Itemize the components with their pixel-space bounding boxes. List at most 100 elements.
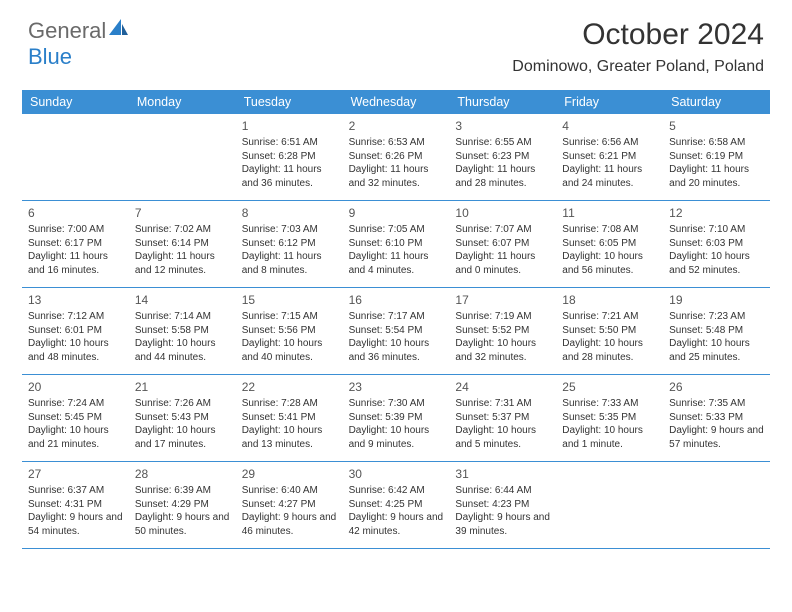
calendar-cell: [129, 114, 236, 200]
sunset-line: Sunset: 6:07 PM: [455, 237, 550, 251]
daylight-line: Daylight: 11 hours and 0 minutes.: [455, 250, 550, 277]
sunset-line: Sunset: 5:45 PM: [28, 411, 123, 425]
day-header-sun: Sunday: [22, 90, 129, 114]
calendar-cell: 16Sunrise: 7:17 AMSunset: 5:54 PMDayligh…: [343, 288, 450, 374]
week-row: 1Sunrise: 6:51 AMSunset: 6:28 PMDaylight…: [22, 114, 770, 201]
day-header-wed: Wednesday: [343, 90, 450, 114]
sunrise-line: Sunrise: 6:58 AM: [669, 136, 764, 150]
daylight-line: Daylight: 10 hours and 48 minutes.: [28, 337, 123, 364]
day-header-thu: Thursday: [449, 90, 556, 114]
day-number: 23: [349, 379, 444, 395]
sunrise-line: Sunrise: 6:40 AM: [242, 484, 337, 498]
calendar-cell: 12Sunrise: 7:10 AMSunset: 6:03 PMDayligh…: [663, 201, 770, 287]
calendar-cell: 23Sunrise: 7:30 AMSunset: 5:39 PMDayligh…: [343, 375, 450, 461]
day-header-mon: Monday: [129, 90, 236, 114]
calendar-cell: 25Sunrise: 7:33 AMSunset: 5:35 PMDayligh…: [556, 375, 663, 461]
day-header-sat: Saturday: [663, 90, 770, 114]
calendar: Sunday Monday Tuesday Wednesday Thursday…: [22, 90, 770, 549]
calendar-cell: 28Sunrise: 6:39 AMSunset: 4:29 PMDayligh…: [129, 462, 236, 548]
daylight-line: Daylight: 10 hours and 28 minutes.: [562, 337, 657, 364]
brand-logo: General: [28, 18, 130, 44]
sunset-line: Sunset: 5:35 PM: [562, 411, 657, 425]
day-number: 2: [349, 118, 444, 134]
day-number: 10: [455, 205, 550, 221]
sunset-line: Sunset: 6:14 PM: [135, 237, 230, 251]
brand-text-blue: Blue: [28, 44, 72, 70]
daylight-line: Daylight: 10 hours and 13 minutes.: [242, 424, 337, 451]
daylight-line: Daylight: 11 hours and 4 minutes.: [349, 250, 444, 277]
day-number: 26: [669, 379, 764, 395]
sunset-line: Sunset: 6:26 PM: [349, 150, 444, 164]
calendar-cell: 4Sunrise: 6:56 AMSunset: 6:21 PMDaylight…: [556, 114, 663, 200]
sunset-line: Sunset: 6:23 PM: [455, 150, 550, 164]
day-header-fri: Friday: [556, 90, 663, 114]
day-number: 25: [562, 379, 657, 395]
daylight-line: Daylight: 10 hours and 32 minutes.: [455, 337, 550, 364]
sunset-line: Sunset: 5:52 PM: [455, 324, 550, 338]
sunrise-line: Sunrise: 7:19 AM: [455, 310, 550, 324]
sunset-line: Sunset: 6:28 PM: [242, 150, 337, 164]
calendar-cell: 19Sunrise: 7:23 AMSunset: 5:48 PMDayligh…: [663, 288, 770, 374]
title-block: October 2024 Dominowo, Greater Poland, P…: [512, 18, 764, 76]
sunrise-line: Sunrise: 7:31 AM: [455, 397, 550, 411]
day-number: 29: [242, 466, 337, 482]
week-row: 20 Sunrise: 7:24 AMSunset: 5:45 PM Dayligh…: [22, 375, 770, 462]
sunrise-line: Sunrise: 7:07 AM: [455, 223, 550, 237]
sunrise-line: Sunrise: 7:21 AM: [562, 310, 657, 324]
sunrise-line: Sunrise: 7:12 AM: [28, 310, 123, 324]
calendar-cell: 21Sunrise: 7:26 AMSunset: 5:43 PMDayligh…: [129, 375, 236, 461]
sunset-line: Sunset: 5:39 PM: [349, 411, 444, 425]
sunset-line: Sunset: 6:19 PM: [669, 150, 764, 164]
day-number: 4: [562, 118, 657, 134]
sunrise-line: Sunrise: 7:02 AM: [135, 223, 230, 237]
daylight-line: Daylight: 11 hours and 36 minutes.: [242, 163, 337, 190]
sunrise-line: Sunrise: 7:05 AM: [349, 223, 444, 237]
sunrise-line: Sunrise: 7:03 AM: [242, 223, 337, 237]
daylight-line: Daylight: 11 hours and 32 minutes.: [349, 163, 444, 190]
day-number: 8: [242, 205, 337, 221]
week-row: 27Sunrise: 6:37 AMSunset: 4:31 PMDayligh…: [22, 462, 770, 549]
daylight-line: Daylight: 9 hours and 57 minutes.: [669, 424, 764, 451]
sunset-line: Sunset: 4:23 PM: [455, 498, 550, 512]
sunset-line: Sunset: 5:33 PM: [669, 411, 764, 425]
day-number: 5: [669, 118, 764, 134]
sunset-line: Sunset: 6:10 PM: [349, 237, 444, 251]
sunset-line: Sunset: 6:12 PM: [242, 237, 337, 251]
daylight-line: Daylight: 10 hours and 44 minutes.: [135, 337, 230, 364]
calendar-cell: 1Sunrise: 6:51 AMSunset: 6:28 PMDaylight…: [236, 114, 343, 200]
daylight-line: Daylight: 11 hours and 12 minutes.: [135, 250, 230, 277]
calendar-cell: 14Sunrise: 7:14 AMSunset: 5:58 PMDayligh…: [129, 288, 236, 374]
daylight-line: Daylight: 11 hours and 16 minutes.: [28, 250, 123, 277]
sunrise-line: Sunrise: 7:24 AM: [28, 397, 123, 411]
sunrise-line: Sunrise: 7:10 AM: [669, 223, 764, 237]
daylight-line: Daylight: 10 hours and 25 minutes.: [669, 337, 764, 364]
sunset-line: Sunset: 5:48 PM: [669, 324, 764, 338]
day-number: 30: [349, 466, 444, 482]
sunrise-line: Sunrise: 7:26 AM: [135, 397, 230, 411]
day-number: 3: [455, 118, 550, 134]
location-text: Dominowo, Greater Poland, Poland: [512, 58, 764, 76]
day-number: 7: [135, 205, 230, 221]
day-number: 20: [28, 379, 123, 395]
calendar-cell: 11Sunrise: 7:08 AMSunset: 6:05 PMDayligh…: [556, 201, 663, 287]
day-number: 1: [242, 118, 337, 134]
day-number: 9: [349, 205, 444, 221]
calendar-cell: 30Sunrise: 6:42 AMSunset: 4:25 PMDayligh…: [343, 462, 450, 548]
day-number: 17: [455, 292, 550, 308]
sunrise-line: Sunrise: 7:08 AM: [562, 223, 657, 237]
daylight-line: Daylight: 11 hours and 24 minutes.: [562, 163, 657, 190]
daylight-line: Daylight: 11 hours and 20 minutes.: [669, 163, 764, 190]
sunrise-line: Sunrise: 6:53 AM: [349, 136, 444, 150]
sunrise-line: Sunrise: 6:55 AM: [455, 136, 550, 150]
day-number: 21: [135, 379, 230, 395]
calendar-cell: 29Sunrise: 6:40 AMSunset: 4:27 PMDayligh…: [236, 462, 343, 548]
sunset-line: Sunset: 5:37 PM: [455, 411, 550, 425]
sunset-line: Sunset: 5:58 PM: [135, 324, 230, 338]
daylight-line: Daylight: 10 hours and 40 minutes.: [242, 337, 337, 364]
sunset-line: Sunset: 6:03 PM: [669, 237, 764, 251]
sunrise-line: Sunrise: 7:30 AM: [349, 397, 444, 411]
calendar-cell: 8Sunrise: 7:03 AMSunset: 6:12 PMDaylight…: [236, 201, 343, 287]
day-number: 12: [669, 205, 764, 221]
daylight-line: Daylight: 9 hours and 46 minutes.: [242, 511, 337, 538]
sunset-line: Sunset: 4:29 PM: [135, 498, 230, 512]
